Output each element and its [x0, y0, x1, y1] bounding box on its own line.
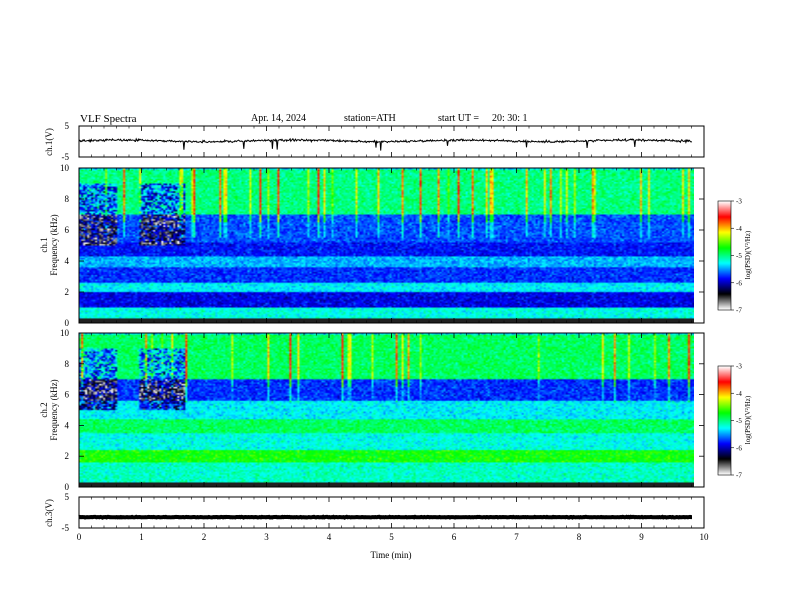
spec1-ytick-0: 10 [60, 163, 70, 173]
ch2-spectrogram [79, 333, 694, 487]
ch1-spec-channel-label: ch.1 [39, 237, 49, 252]
spec1-ytick-2: 6 [65, 225, 70, 235]
x-tick-label-9: 9 [639, 532, 644, 542]
x-tick-label-6: 6 [452, 532, 457, 542]
chart-title: VLF Spectra [80, 113, 137, 125]
x-tick-label-5: 5 [389, 532, 394, 542]
spec2-ytick-5: 0 [65, 482, 70, 492]
ch2-colorbar-tick-4: -7 [736, 472, 742, 480]
ch1-ytick-0: 5 [65, 121, 70, 131]
ch1-colorbar-tick-1: -4 [736, 225, 742, 233]
ch2-colorbar-tick-0: -3 [736, 363, 742, 371]
ch1-spec-ylabel: Frequency (kHz) [49, 214, 59, 275]
ch2-spec-ylabel: Frequency (kHz) [49, 379, 59, 440]
ch3-trace-line [78, 514, 692, 520]
ch1-colorbar-tick-4: -7 [736, 307, 742, 315]
x-tick-label-0: 0 [77, 532, 82, 542]
ch2-colorbar-tick-1: -4 [736, 390, 742, 398]
spec2-ytick-1: 8 [65, 359, 70, 369]
x-tick-label-7: 7 [514, 532, 519, 542]
ch3-ylabel: ch.3(V) [44, 499, 54, 527]
x-tick-label-3: 3 [264, 532, 269, 542]
ch2-spec-channel-label: ch.2 [39, 402, 49, 417]
ch1-colorbar-tick-2: -5 [736, 252, 742, 260]
start-ut-value: 20: 30: 1 [492, 113, 528, 124]
ch2-colorbar [718, 366, 731, 475]
ch2-colorbar-tick-2: -5 [736, 417, 742, 425]
date-label: Apr. 14, 2024 [251, 113, 306, 124]
ch1-colorbar [718, 201, 731, 310]
spec1-ytick-5: 0 [65, 318, 70, 328]
station-label: station=ATH [344, 113, 396, 124]
ch1-colorbar-label: log(PSD)(V²/Hz) [744, 230, 752, 279]
x-tick-label-4: 4 [327, 532, 332, 542]
spec1-ytick-1: 8 [65, 194, 70, 204]
x-tick-label-2: 2 [202, 532, 207, 542]
start-ut-label: start UT = [438, 113, 480, 124]
spec1-ytick-3: 4 [65, 256, 70, 266]
spec2-ytick-0: 10 [60, 328, 70, 338]
x-tick-label-1: 1 [139, 532, 144, 542]
ch1-colorbar-tick-0: -3 [736, 198, 742, 206]
spec2-ytick-3: 4 [65, 420, 70, 430]
ch1-ytick-1: -5 [62, 152, 70, 162]
ch1-colorbar-tick-3: -6 [736, 279, 742, 287]
ch2-colorbar-tick-3: -6 [736, 444, 742, 452]
x-tick-label-10: 10 [700, 532, 710, 542]
x-tick-label-8: 8 [577, 532, 582, 542]
ch1-ylabel: ch.1(V) [44, 128, 54, 156]
spec2-ytick-4: 2 [65, 451, 70, 461]
ch2-colorbar-label: log(PSD)(V²/Hz) [744, 395, 752, 444]
ch1-trace-line [78, 137, 693, 151]
x-axis-title: Time (min) [371, 550, 412, 560]
spec1-ytick-4: 2 [65, 287, 70, 297]
ch3-ytick-0: 5 [65, 492, 70, 502]
spec2-ytick-2: 6 [65, 390, 70, 400]
ch3-ytick-1: -5 [62, 523, 70, 533]
ch1-spectrogram [79, 168, 694, 323]
